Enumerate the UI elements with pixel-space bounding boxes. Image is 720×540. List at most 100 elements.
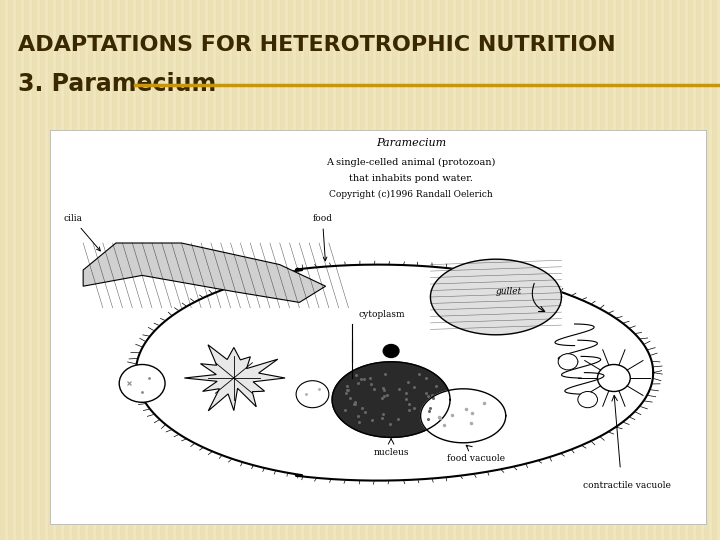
Bar xyxy=(560,0,564,540)
Bar xyxy=(656,0,660,540)
Circle shape xyxy=(296,381,329,408)
Text: contractile vacuole: contractile vacuole xyxy=(583,481,671,490)
Bar xyxy=(480,0,484,540)
Bar xyxy=(488,0,492,540)
Bar xyxy=(712,0,716,540)
Bar xyxy=(464,0,468,540)
Bar xyxy=(608,0,612,540)
Bar xyxy=(320,0,324,540)
Bar xyxy=(376,0,380,540)
Bar xyxy=(512,0,516,540)
Bar xyxy=(600,0,604,540)
Circle shape xyxy=(578,392,598,408)
Bar xyxy=(296,0,300,540)
Bar xyxy=(384,0,388,540)
Bar xyxy=(640,0,644,540)
Bar xyxy=(80,0,84,540)
Text: cytoplasm: cytoplasm xyxy=(359,309,405,319)
Bar xyxy=(680,0,684,540)
Bar xyxy=(50,130,706,524)
Text: gullet: gullet xyxy=(496,287,522,296)
Bar xyxy=(408,0,412,540)
Bar xyxy=(184,0,188,540)
Bar xyxy=(616,0,620,540)
Bar xyxy=(664,0,668,540)
Polygon shape xyxy=(136,265,653,481)
Circle shape xyxy=(383,345,399,357)
Bar xyxy=(352,0,356,540)
Polygon shape xyxy=(84,243,325,302)
Bar xyxy=(544,0,548,540)
Bar xyxy=(536,0,540,540)
Bar xyxy=(64,0,68,540)
Text: that inhabits pond water.: that inhabits pond water. xyxy=(348,174,473,183)
Bar xyxy=(336,0,340,540)
Bar xyxy=(392,0,396,540)
Bar xyxy=(496,0,500,540)
Polygon shape xyxy=(332,362,450,437)
Bar xyxy=(632,0,636,540)
Bar xyxy=(56,0,60,540)
Bar xyxy=(136,0,140,540)
Bar xyxy=(648,0,652,540)
Bar xyxy=(32,0,36,540)
Text: food vacuole: food vacuole xyxy=(447,454,505,463)
Bar xyxy=(440,0,444,540)
Bar xyxy=(672,0,676,540)
Bar xyxy=(504,0,508,540)
Bar xyxy=(416,0,420,540)
Bar xyxy=(104,0,108,540)
Bar xyxy=(456,0,460,540)
Bar xyxy=(568,0,572,540)
Bar xyxy=(272,0,276,540)
Bar xyxy=(520,0,524,540)
Bar xyxy=(312,0,316,540)
Text: cilia: cilia xyxy=(63,214,100,251)
Bar xyxy=(216,0,220,540)
Bar xyxy=(528,0,532,540)
Bar xyxy=(256,0,260,540)
Bar xyxy=(344,0,348,540)
Text: food: food xyxy=(312,214,333,261)
Bar xyxy=(152,0,156,540)
Bar xyxy=(688,0,692,540)
Polygon shape xyxy=(420,389,505,443)
Bar xyxy=(576,0,580,540)
Bar xyxy=(288,0,292,540)
Bar xyxy=(8,0,12,540)
Text: Paramecium: Paramecium xyxy=(376,138,446,148)
Bar xyxy=(264,0,268,540)
Bar xyxy=(48,0,52,540)
Text: nucleus: nucleus xyxy=(374,448,409,457)
Bar xyxy=(224,0,228,540)
Bar xyxy=(368,0,372,540)
Bar xyxy=(40,0,44,540)
Bar xyxy=(72,0,76,540)
Bar xyxy=(128,0,132,540)
Bar xyxy=(0,0,4,540)
Bar xyxy=(704,0,708,540)
Bar xyxy=(192,0,196,540)
Bar xyxy=(112,0,116,540)
Text: A single-celled animal (protozoan): A single-celled animal (protozoan) xyxy=(326,158,495,167)
Text: Copyright (c)1996 Randall Oelerich: Copyright (c)1996 Randall Oelerich xyxy=(329,190,492,199)
Bar xyxy=(472,0,476,540)
Bar xyxy=(168,0,172,540)
Bar xyxy=(232,0,236,540)
Bar xyxy=(624,0,628,540)
Bar xyxy=(248,0,252,540)
Polygon shape xyxy=(184,345,285,411)
Bar xyxy=(200,0,204,540)
Circle shape xyxy=(120,364,165,402)
Bar xyxy=(552,0,556,540)
Circle shape xyxy=(558,354,578,370)
Bar xyxy=(16,0,20,540)
Bar xyxy=(120,0,124,540)
Bar xyxy=(176,0,180,540)
Bar xyxy=(160,0,164,540)
Bar xyxy=(424,0,428,540)
Bar xyxy=(144,0,148,540)
Bar xyxy=(432,0,436,540)
Bar xyxy=(448,0,452,540)
Bar xyxy=(360,0,364,540)
